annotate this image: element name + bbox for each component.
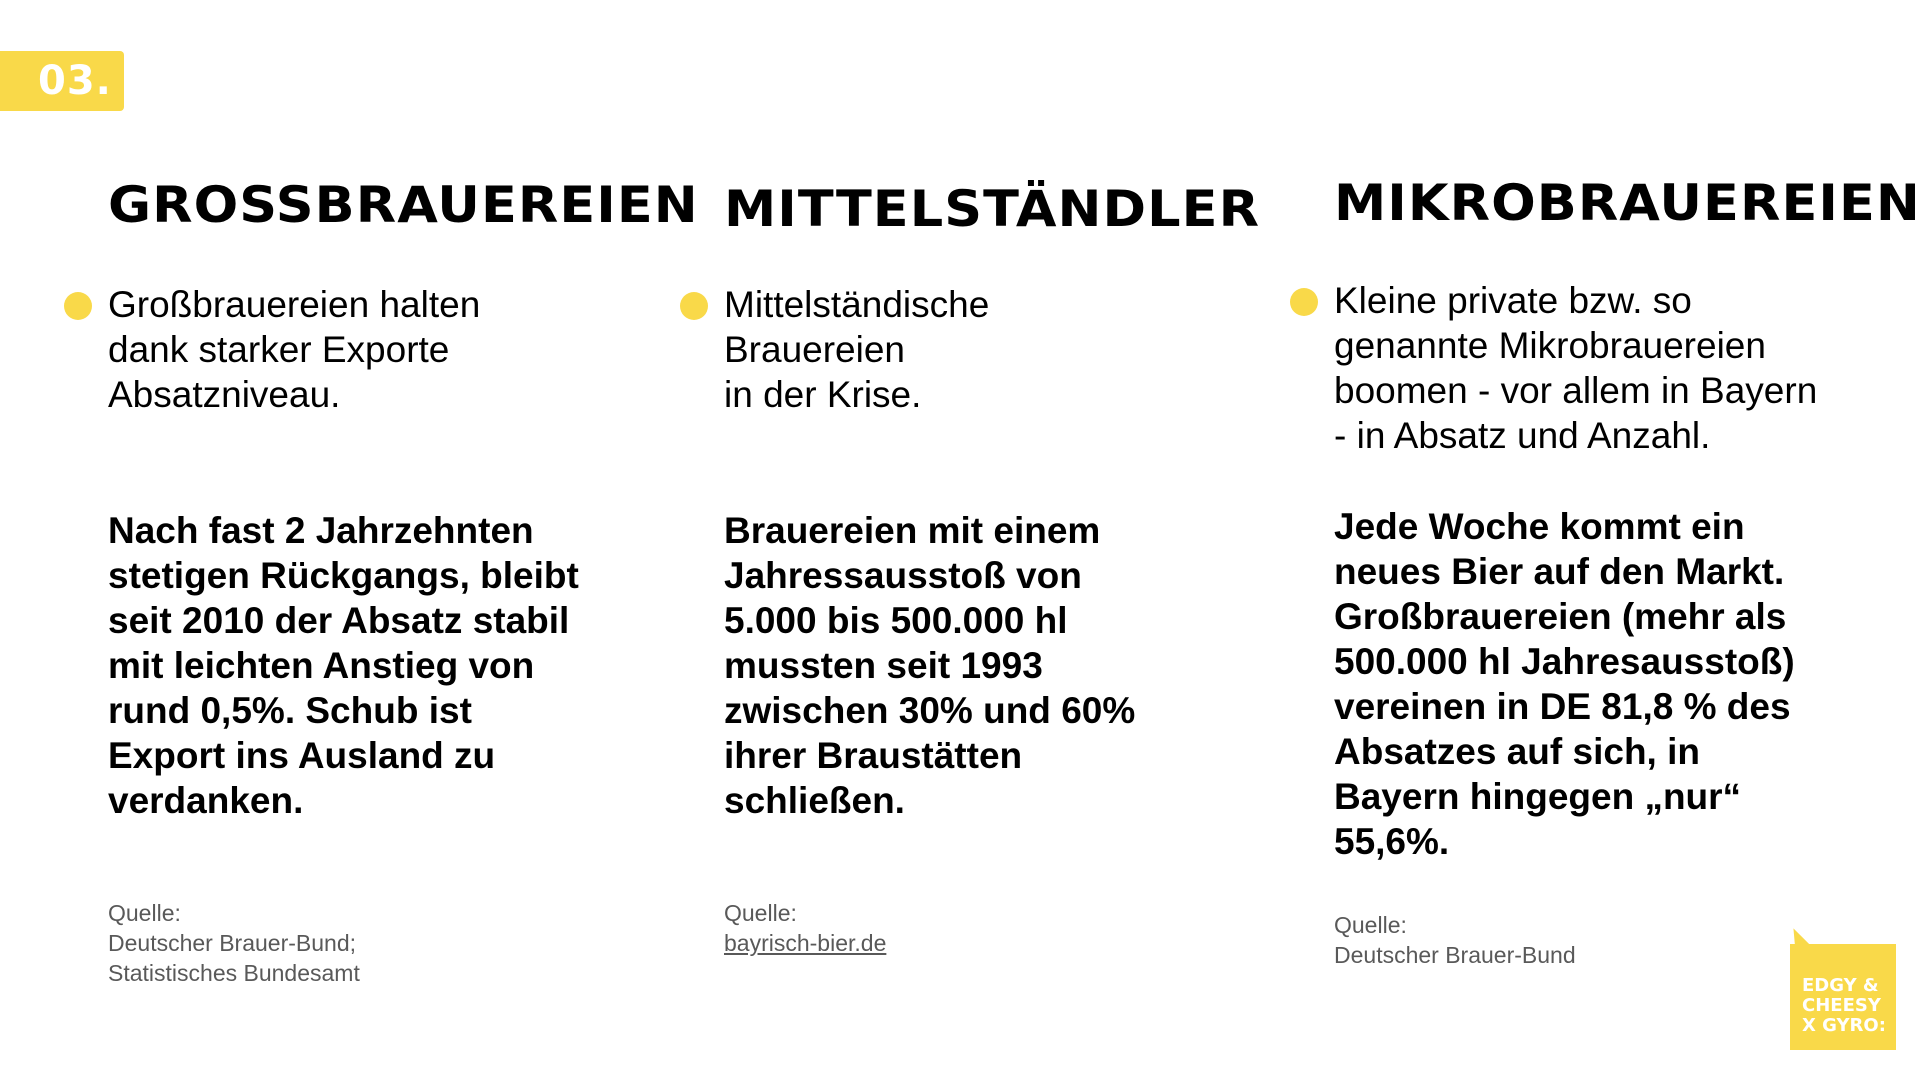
- brand-logo-text: EDGY & CHEESY X GYRO:: [1802, 975, 1886, 1036]
- source-block: Quelle: bayrisch-bier.de: [724, 898, 1284, 958]
- bullet-text: Mittelständische Brauereien in der Krise…: [724, 284, 990, 415]
- column-title: Großbrauereien: [108, 176, 699, 234]
- slide-number-badge: 03.: [0, 51, 124, 111]
- source-link[interactable]: bayrisch-bier.de: [724, 930, 887, 956]
- column-title: Mikrobrauereien: [1334, 174, 1920, 232]
- highlight-text: Nach fast 2 Jahrzehnten stetigen Rückgan…: [108, 510, 579, 821]
- bullet-item: Mittelständische Brauereien in der Krise…: [680, 282, 1264, 417]
- highlight-text: Brauereien mit einem Jahressausstoß von …: [724, 510, 1136, 821]
- bullet-text: Kleine private bzw. so genannte Mikrobra…: [1334, 280, 1818, 456]
- source-label: Quelle:: [108, 900, 181, 926]
- highlight-text: Jede Woche kommt ein neues Bier auf den …: [1334, 506, 1795, 862]
- source-label: Quelle:: [1334, 912, 1407, 938]
- column-title: Mittelständler: [724, 180, 1261, 238]
- source-line: Deutscher Brauer-Bund: [1334, 942, 1576, 968]
- source-block: Quelle: Deutscher Brauer-Bund: [1334, 910, 1894, 970]
- source-label: Quelle:: [724, 900, 797, 926]
- brand-logo: [1790, 944, 1896, 1050]
- source-line: Statistisches Bundesamt: [108, 960, 360, 986]
- bullet-item: Kleine private bzw. so genannte Mikrobra…: [1290, 278, 1874, 458]
- bullet-item: Großbrauereien halten dank starker Expor…: [64, 282, 648, 417]
- bullet-dot-icon: [1290, 288, 1318, 316]
- bullet-text: Großbrauereien halten dank starker Expor…: [108, 284, 481, 415]
- bullet-dot-icon: [64, 292, 92, 320]
- source-block: Quelle: Deutscher Brauer-Bund; Statistis…: [108, 898, 668, 988]
- bullet-dot-icon: [680, 292, 708, 320]
- source-line: Deutscher Brauer-Bund;: [108, 930, 357, 956]
